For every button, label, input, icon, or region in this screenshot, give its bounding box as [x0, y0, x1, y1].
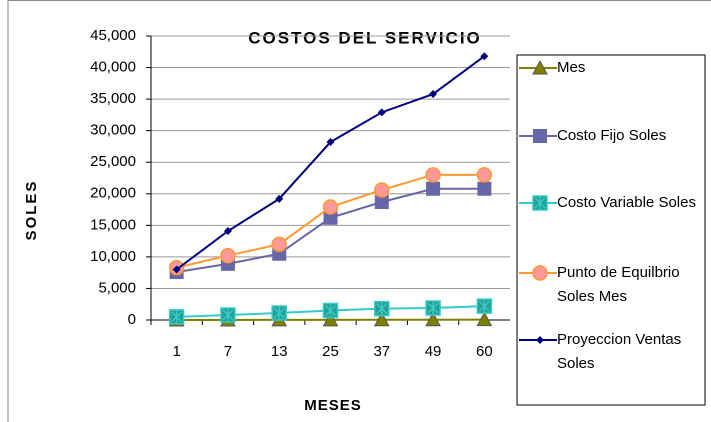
x-tick-label: 13	[271, 343, 288, 360]
marker	[532, 195, 548, 211]
marker	[532, 265, 548, 281]
legend-label: Proyeccion Ventas Soles	[557, 331, 682, 372]
marker	[429, 90, 438, 99]
x-tick-label: 25	[322, 343, 339, 360]
marker	[374, 194, 389, 209]
x-tick-label: 60	[476, 343, 493, 360]
marker	[223, 227, 232, 236]
marker	[425, 311, 441, 327]
marker	[322, 302, 339, 319]
legend-label: Punto de Equilbrio Soles Mes	[557, 264, 680, 305]
marker	[322, 199, 339, 215]
marker	[220, 247, 236, 264]
y-tick-label: 0	[128, 311, 136, 328]
x-tick-label: 49	[425, 343, 442, 360]
marker	[425, 167, 441, 183]
y-tick-label: 25,000	[90, 153, 136, 170]
marker	[374, 182, 390, 198]
marker	[480, 52, 489, 61]
y-tick-label: 35,000	[90, 90, 136, 107]
y-tick-label: 5,000	[98, 279, 136, 296]
marker	[533, 129, 547, 143]
marker	[275, 194, 284, 203]
marker	[323, 210, 338, 225]
legend-box	[516, 54, 706, 406]
marker	[476, 298, 493, 314]
y-tick-label: 30,000	[90, 122, 136, 139]
marker	[172, 265, 181, 274]
marker	[168, 309, 185, 325]
marker	[426, 181, 441, 196]
marker	[374, 300, 390, 317]
marker	[477, 181, 492, 196]
chart-title: COSTOS DEL SERVICIO	[248, 28, 482, 47]
x-tick-label: 37	[373, 343, 390, 360]
marker	[532, 59, 548, 75]
legend-label: Mes	[557, 59, 586, 76]
marker	[476, 311, 493, 327]
marker	[322, 311, 339, 327]
y-tick-label: 40,000	[90, 59, 136, 76]
y-axis-title: SOLES	[23, 180, 40, 241]
marker	[271, 305, 287, 321]
marker	[326, 138, 335, 147]
marker	[476, 167, 493, 183]
x-tick-label: 1	[172, 343, 180, 360]
marker	[220, 307, 236, 323]
y-tick-label: 15,000	[90, 216, 136, 233]
y-tick-label: 20,000	[90, 185, 136, 202]
x-axis-title: MESES	[304, 397, 362, 414]
y-tick-label: 45,000	[90, 27, 136, 44]
series-line	[176, 55, 485, 271]
marker	[373, 311, 390, 327]
marker	[271, 236, 287, 253]
legend-label: Costo Variable Soles	[557, 194, 696, 211]
x-tick-label: 7	[224, 343, 232, 360]
marker	[377, 108, 386, 117]
marker	[425, 300, 441, 316]
marker	[536, 336, 544, 344]
legend-label: Costo Fijo Soles	[557, 127, 667, 144]
y-tick-label: 10,000	[90, 248, 136, 265]
